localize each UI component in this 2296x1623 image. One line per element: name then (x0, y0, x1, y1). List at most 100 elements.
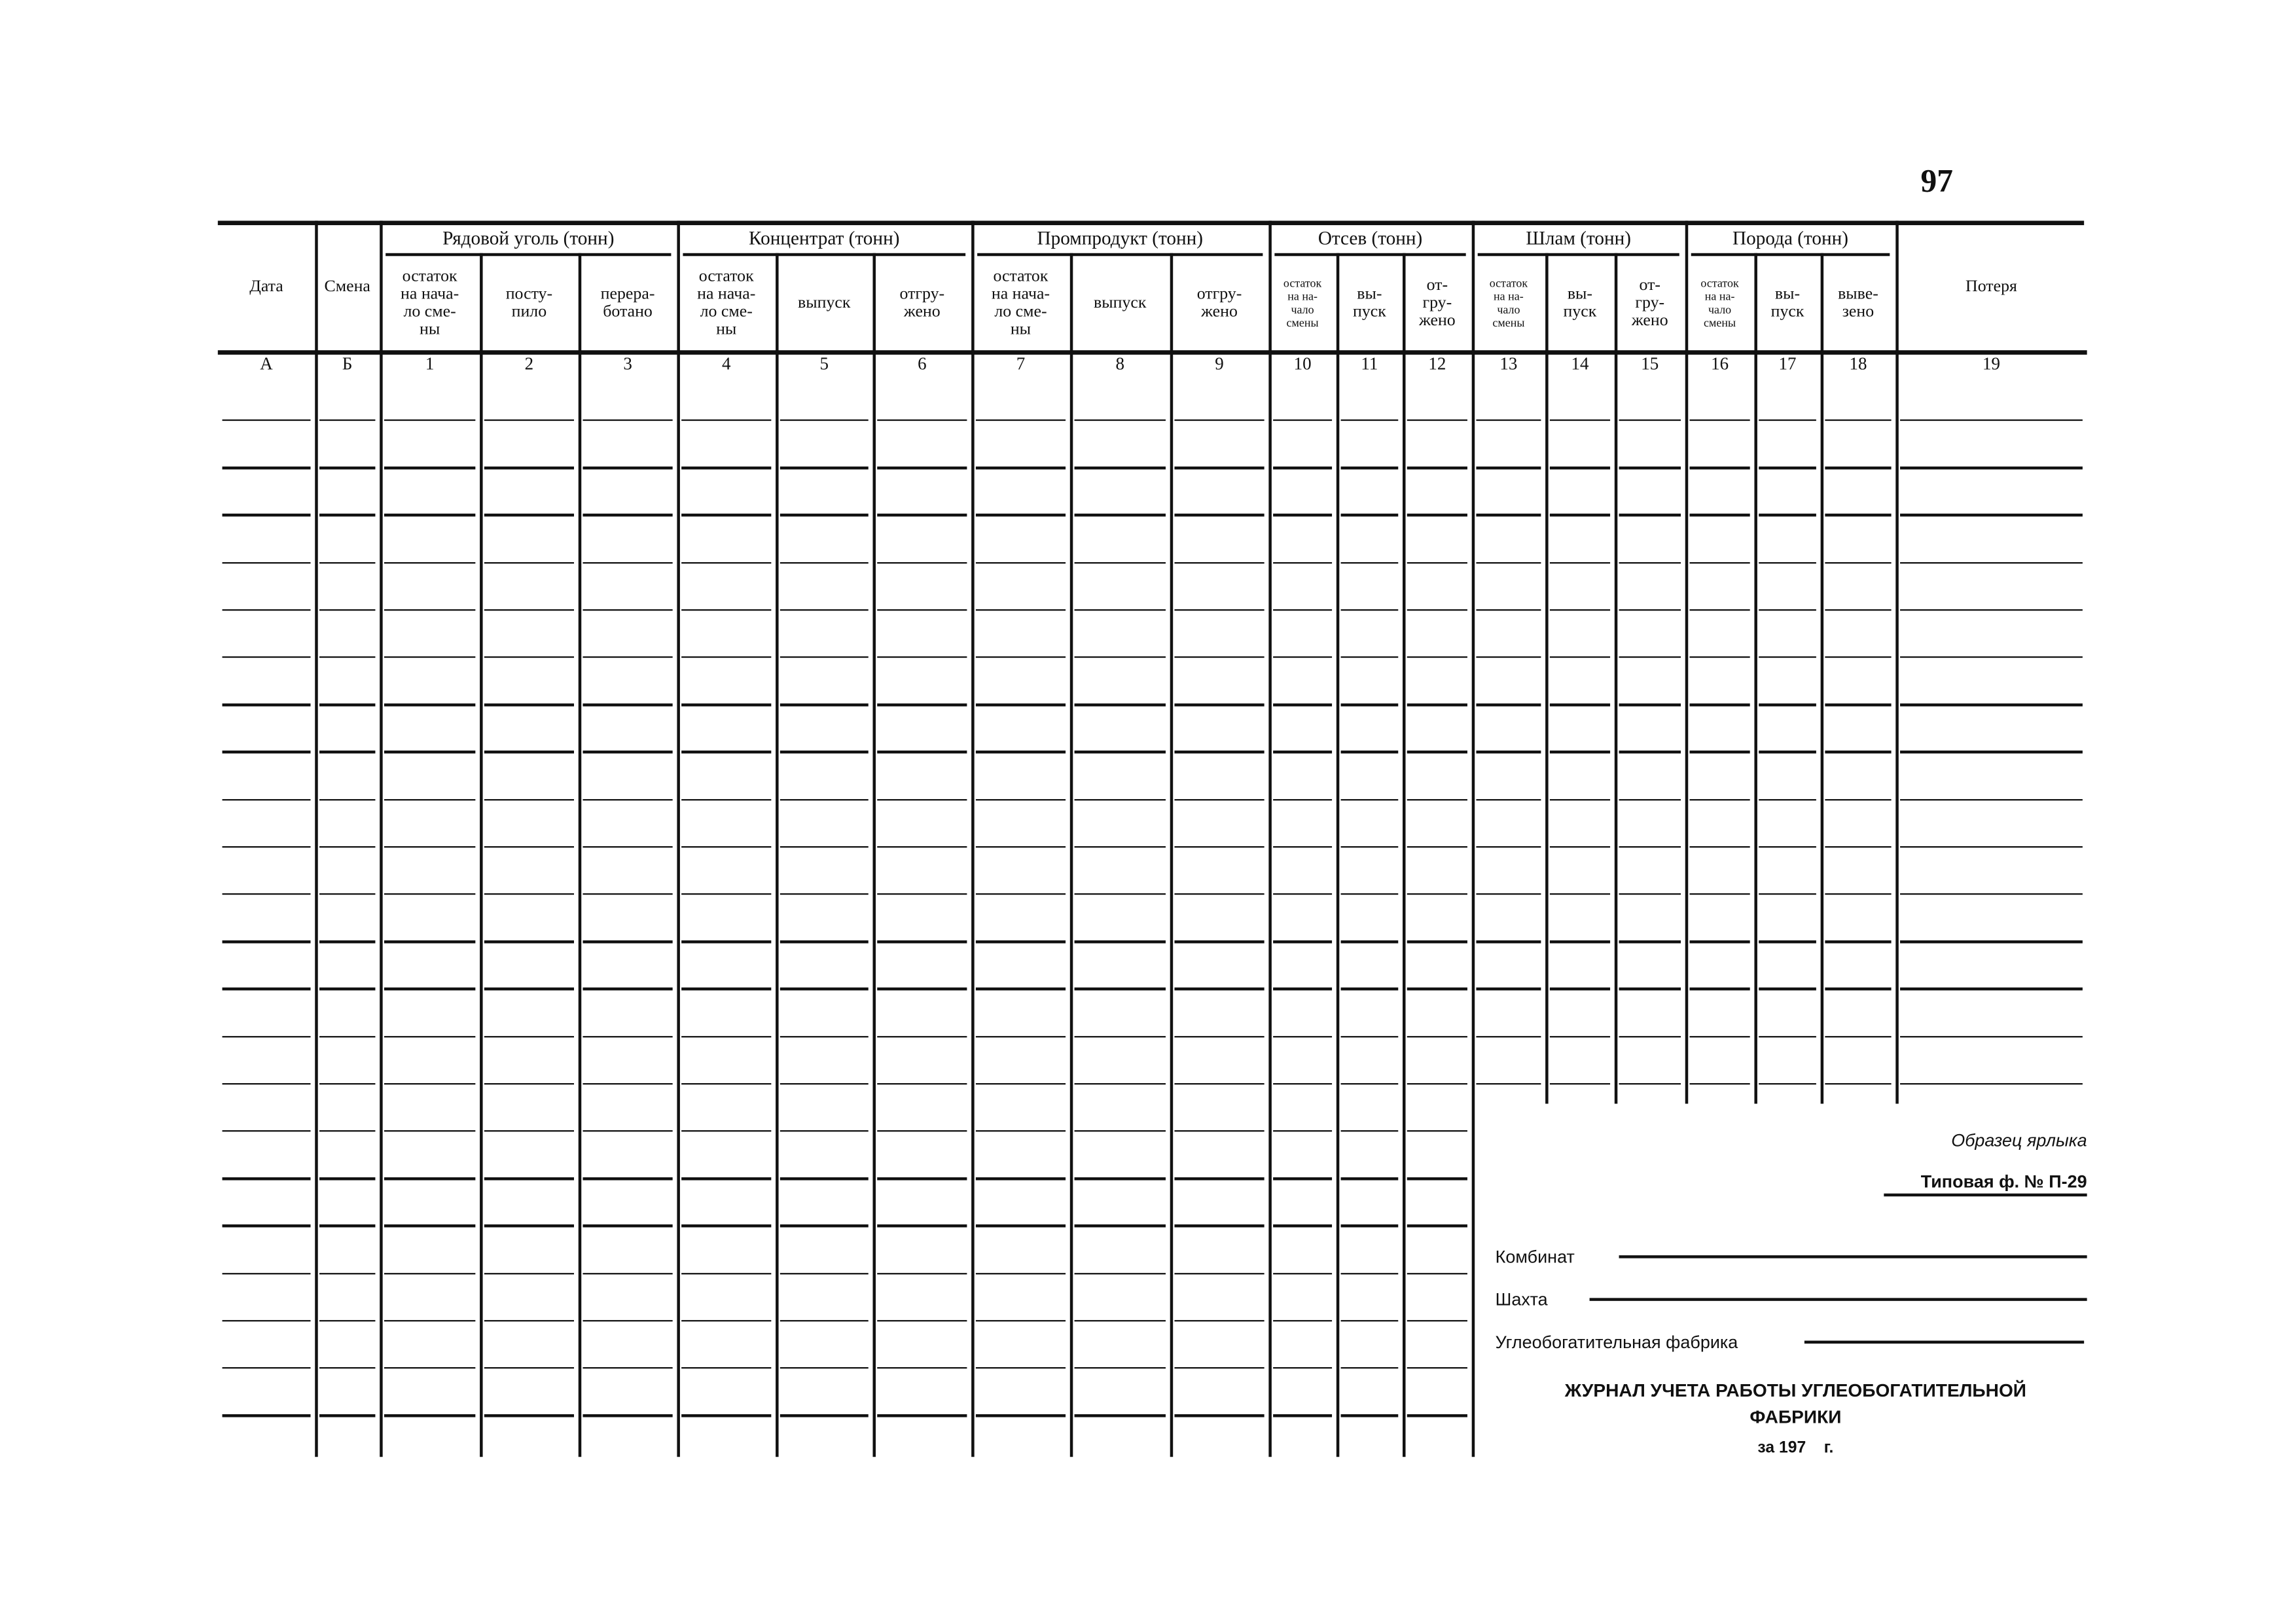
entry-line[interactable] (681, 1367, 772, 1370)
entry-line[interactable] (975, 704, 1066, 706)
entry-line[interactable] (1759, 609, 1816, 611)
entry-line[interactable] (975, 467, 1066, 469)
entry-line[interactable] (1407, 751, 1467, 753)
entry-line[interactable] (1407, 1177, 1467, 1180)
entry-line[interactable] (319, 467, 376, 469)
entry-line[interactable] (1407, 940, 1467, 943)
entry-line[interactable] (780, 1414, 869, 1417)
entry-line[interactable] (1174, 1035, 1265, 1038)
entry-line[interactable] (1900, 656, 2083, 659)
entry-line[interactable] (1273, 419, 1333, 422)
entry-line[interactable] (1549, 846, 1611, 848)
entry-line[interactable] (877, 1035, 967, 1038)
entry-line[interactable] (1689, 419, 1750, 422)
entry-line[interactable] (583, 846, 673, 848)
entry-line[interactable] (780, 609, 869, 611)
entry-line[interactable] (1273, 1367, 1333, 1370)
entry-line[interactable] (583, 1272, 673, 1275)
entry-line[interactable] (222, 893, 311, 896)
entry-line[interactable] (222, 562, 311, 564)
entry-line[interactable] (222, 1367, 311, 1370)
entry-line[interactable] (1273, 656, 1333, 659)
entry-line[interactable] (975, 940, 1066, 943)
entry-line[interactable] (319, 893, 376, 896)
entry-line[interactable] (1825, 656, 1892, 659)
entry-line[interactable] (1476, 940, 1541, 943)
entry-line[interactable] (1549, 419, 1611, 422)
entry-line[interactable] (1340, 988, 1399, 990)
entry-line[interactable] (1549, 467, 1611, 469)
entry-line[interactable] (681, 751, 772, 753)
entry-line[interactable] (780, 1082, 869, 1085)
entry-line[interactable] (1689, 514, 1750, 516)
entry-line[interactable] (1759, 846, 1816, 848)
entry-line[interactable] (1825, 419, 1892, 422)
entry-line[interactable] (319, 609, 376, 611)
entry-line[interactable] (1074, 988, 1166, 990)
entry-line[interactable] (1825, 514, 1892, 516)
entry-line[interactable] (384, 704, 476, 706)
entry-line[interactable] (1340, 1414, 1399, 1417)
entry-line[interactable] (1619, 988, 1681, 990)
entry-line[interactable] (1407, 656, 1467, 659)
entry-line[interactable] (1825, 562, 1892, 564)
entry-line[interactable] (1174, 846, 1265, 848)
entry-line[interactable] (484, 940, 574, 943)
entry-line[interactable] (583, 1035, 673, 1038)
entry-line[interactable] (1759, 1082, 1816, 1085)
entry-line[interactable] (877, 1367, 967, 1370)
entry-line[interactable] (1759, 1035, 1816, 1038)
entry-line[interactable] (1273, 798, 1333, 801)
entry-line[interactable] (877, 988, 967, 990)
entry-line[interactable] (1549, 1035, 1611, 1038)
entry-line[interactable] (1174, 514, 1265, 516)
entry-line[interactable] (1074, 1130, 1166, 1133)
entry-line[interactable] (319, 656, 376, 659)
entry-line[interactable] (1074, 467, 1166, 469)
entry-line[interactable] (319, 704, 376, 706)
entry-line[interactable] (319, 1177, 376, 1180)
entry-line[interactable] (1074, 1414, 1166, 1417)
entry-line[interactable] (780, 467, 869, 469)
entry-line[interactable] (1900, 1035, 2083, 1038)
entry-line[interactable] (1825, 988, 1892, 990)
entry-line[interactable] (877, 704, 967, 706)
entry-line[interactable] (384, 1367, 476, 1370)
entry-line[interactable] (1074, 1177, 1166, 1180)
entry-line[interactable] (583, 514, 673, 516)
entry-line[interactable] (384, 1224, 476, 1227)
entry-line[interactable] (1900, 751, 2083, 753)
entry-line[interactable] (319, 419, 376, 422)
entry-line[interactable] (1689, 562, 1750, 564)
entry-line[interactable] (484, 1035, 574, 1038)
field-line-shakhta[interactable] (1589, 1298, 2087, 1300)
entry-line[interactable] (319, 1367, 376, 1370)
entry-line[interactable] (222, 1224, 311, 1227)
entry-line[interactable] (1689, 1035, 1750, 1038)
entry-line[interactable] (1340, 1035, 1399, 1038)
entry-line[interactable] (1174, 1414, 1265, 1417)
entry-line[interactable] (975, 798, 1066, 801)
entry-line[interactable] (1825, 940, 1892, 943)
entry-line[interactable] (681, 656, 772, 659)
entry-line[interactable] (1174, 1367, 1265, 1370)
entry-line[interactable] (1074, 1224, 1166, 1227)
entry-line[interactable] (583, 893, 673, 896)
entry-line[interactable] (484, 798, 574, 801)
entry-line[interactable] (384, 419, 476, 422)
entry-line[interactable] (1174, 988, 1265, 990)
entry-line[interactable] (1549, 1082, 1611, 1085)
entry-line[interactable] (975, 562, 1066, 564)
entry-line[interactable] (681, 1224, 772, 1227)
entry-line[interactable] (484, 562, 574, 564)
entry-line[interactable] (1074, 1035, 1166, 1038)
entry-line[interactable] (384, 562, 476, 564)
entry-line[interactable] (1619, 1035, 1681, 1038)
entry-line[interactable] (1074, 846, 1166, 848)
entry-line[interactable] (484, 419, 574, 422)
entry-line[interactable] (319, 846, 376, 848)
entry-line[interactable] (1549, 704, 1611, 706)
entry-line[interactable] (583, 1319, 673, 1322)
entry-line[interactable] (1407, 1414, 1467, 1417)
entry-line[interactable] (1549, 798, 1611, 801)
